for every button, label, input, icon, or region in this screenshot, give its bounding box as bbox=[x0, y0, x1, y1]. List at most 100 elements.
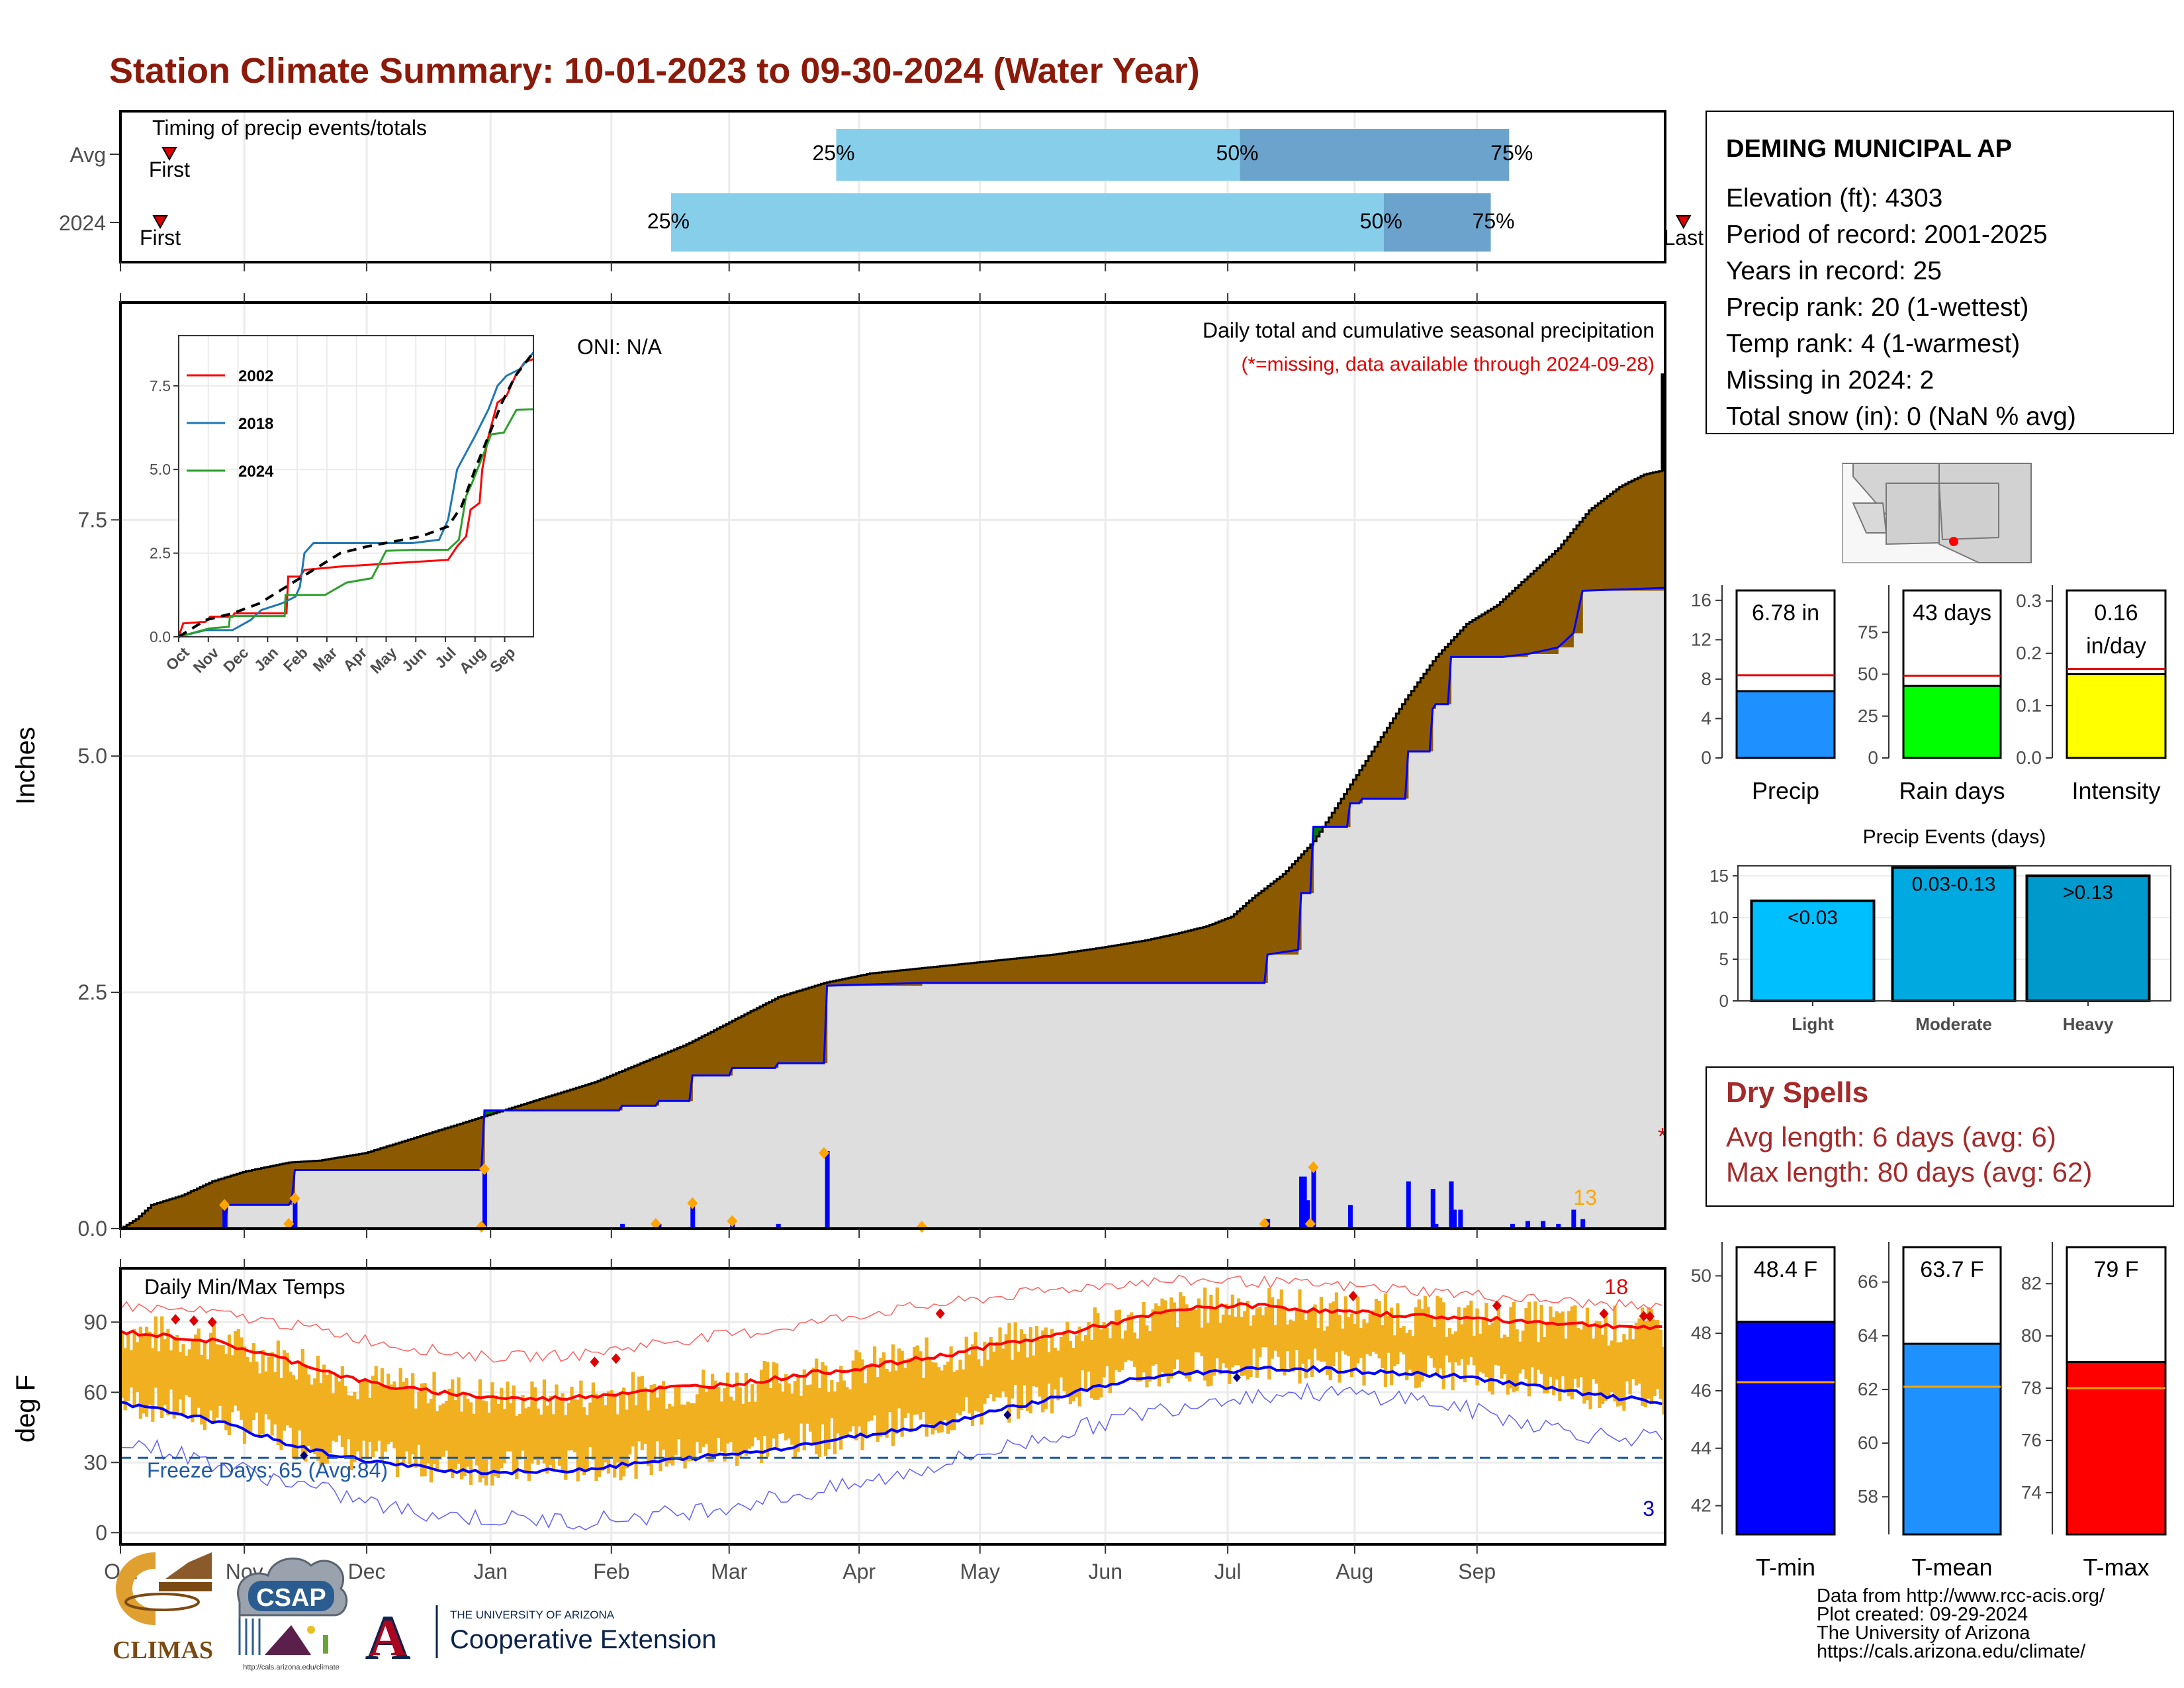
ua-logo-letter: A bbox=[365, 1602, 410, 1673]
temp-record-high-marker bbox=[935, 1308, 945, 1319]
timing-quartile-label: 50% bbox=[1216, 141, 1259, 165]
precip-daily-bar bbox=[1571, 1209, 1576, 1229]
stat-category-label: T-min bbox=[1756, 1554, 1815, 1581]
temp-record-high-marker bbox=[189, 1315, 199, 1327]
temp-record-low-marker bbox=[300, 1450, 308, 1460]
precip-y-tick-label: 7.5 bbox=[78, 508, 107, 532]
stat-y-tick-label: 66 bbox=[1858, 1272, 1878, 1292]
events-bar-label: <0.03 bbox=[1788, 907, 1838, 929]
stat-y-tick-label: 80 bbox=[2021, 1325, 2042, 1346]
temp-record-high-marker bbox=[1492, 1300, 1502, 1311]
precip-daily-bar bbox=[1299, 1176, 1304, 1229]
events-category-label: Heavy bbox=[2063, 1014, 2114, 1034]
temp-avg-min-line bbox=[120, 1364, 1662, 1476]
station-line: Period of record: 2001-2025 bbox=[1726, 220, 2048, 249]
precip-daily-bar bbox=[1449, 1181, 1454, 1229]
temp-record-low-marker bbox=[1003, 1410, 1012, 1420]
temp-frame bbox=[119, 1267, 1666, 1546]
stat-value-bar bbox=[2066, 673, 2167, 759]
timing-marker-label: First bbox=[140, 226, 181, 250]
ua-extension-name: Cooperative Extension bbox=[450, 1625, 716, 1654]
climas-logo-text: CLIMAS bbox=[113, 1636, 213, 1664]
inset-y-tick-label: 5.0 bbox=[150, 461, 171, 478]
station-name: DEMING MUNICIPAL AP bbox=[1726, 135, 2012, 163]
precip-event-marker bbox=[478, 1163, 490, 1176]
inset-legend-label: 2018 bbox=[238, 415, 273, 433]
svg-text:A: A bbox=[369, 1609, 406, 1666]
precip-y-tick-label: 5.0 bbox=[78, 744, 107, 768]
precip-subtitle: (*=missing, data available through 2024-… bbox=[1241, 353, 1655, 375]
temp-avg-max-line bbox=[120, 1302, 1662, 1402]
temp-record-min-line bbox=[120, 1382, 1662, 1530]
timing-marker bbox=[1676, 215, 1692, 230]
temp-record-max-line bbox=[120, 1274, 1662, 1363]
stat-y-tick-label: 50 bbox=[1858, 664, 1878, 684]
stat-value-label: in/day bbox=[2086, 633, 2146, 659]
stat-category-label: Rain days bbox=[1899, 777, 2005, 804]
month-label: Mar bbox=[711, 1560, 747, 1583]
precip-daily-bar bbox=[1525, 1221, 1531, 1229]
temp-record-high-marker bbox=[1599, 1308, 1609, 1319]
csap-url: http://cals.arizona.edu/climate bbox=[243, 1664, 340, 1671]
precip-daily-bar bbox=[1430, 1189, 1435, 1229]
station-line: Elevation (ft): 4303 bbox=[1726, 184, 1942, 212]
precip-daily-bar bbox=[482, 1169, 487, 1229]
stat-y-tick-label: 16 bbox=[1691, 590, 1711, 610]
month-label: Apr bbox=[842, 1560, 876, 1583]
climas-logo: CLIMAS bbox=[113, 1552, 213, 1664]
precip-daily-bar bbox=[1311, 1167, 1316, 1229]
credit-line: Plot created: 09-29-2024 bbox=[1817, 1604, 2028, 1625]
stat-y-tick-label: 4 bbox=[1701, 708, 1711, 728]
stat-y-tick-label: 78 bbox=[2021, 1378, 2042, 1398]
temp-title: Daily Min/Max Temps bbox=[144, 1275, 345, 1299]
precip-daily-bar bbox=[289, 1223, 295, 1229]
inset-y-tick-label: 2.5 bbox=[150, 545, 171, 562]
precip-y-axis-label: Inches bbox=[11, 727, 40, 805]
dry-spells-title: Dry Spells bbox=[1726, 1076, 1868, 1109]
station-line: Years in record: 25 bbox=[1726, 257, 1942, 285]
timing-marker-label: Last bbox=[1663, 226, 1704, 250]
page-title: Station Climate Summary: 10-01-2023 to 0… bbox=[109, 51, 1200, 91]
timing-quartile-label: 50% bbox=[1360, 209, 1402, 233]
stat-y-tick-label: 46 bbox=[1691, 1380, 1711, 1401]
precip-frame bbox=[119, 301, 1666, 1230]
precip-event-marker bbox=[283, 1217, 295, 1230]
precip-2024-area bbox=[120, 588, 1665, 1229]
events-y-tick-label: 15 bbox=[1709, 866, 1729, 886]
temp-y-axis-label: deg F bbox=[11, 1375, 40, 1442]
stat-value-bar bbox=[1735, 690, 1836, 759]
stat-y-tick-label: 82 bbox=[2021, 1273, 2042, 1293]
stat-value-label: 79 F bbox=[2093, 1257, 2138, 1282]
stat-category-label: T-max bbox=[2083, 1554, 2149, 1581]
stat-value-bar bbox=[1902, 1342, 2002, 1536]
temp-record-high-marker bbox=[1639, 1311, 1649, 1322]
month-label: Jun bbox=[1088, 1560, 1122, 1583]
temp-y-tick-label: 0 bbox=[95, 1521, 107, 1544]
stat-y-tick-label: 48 bbox=[1691, 1323, 1711, 1343]
events-category-label: Light bbox=[1792, 1014, 1834, 1034]
station-line: Temp rank: 4 (1-warmest) bbox=[1726, 330, 2020, 358]
timing-row-label: 2024 bbox=[59, 211, 106, 235]
temp-daily-range-bars bbox=[120, 1287, 1666, 1486]
stat-value-label: 63.7 F bbox=[1920, 1257, 1983, 1282]
csap-logo-text: CSAP bbox=[256, 1584, 326, 1612]
station-line: Total snow (in): 0 (NaN % avg) bbox=[1726, 402, 2076, 431]
stat-category-label: T-mean bbox=[1911, 1554, 1992, 1581]
stat-y-tick-label: 0.1 bbox=[2016, 695, 2042, 716]
precip-daily-bar bbox=[619, 1223, 625, 1229]
temp-y-tick-label: 90 bbox=[83, 1310, 107, 1334]
stat-value-label: 43 days bbox=[1913, 600, 1991, 626]
timing-bar-25-50 bbox=[670, 193, 1384, 252]
temp-record-low-marker bbox=[1232, 1372, 1241, 1382]
precip-daily-bar bbox=[1305, 1200, 1310, 1229]
precip-daily-bar bbox=[1406, 1181, 1411, 1229]
stat-intensity-chart: 0.16 in/day 0.0 0.1 0.2 0.3 Intensity bbox=[2016, 585, 2167, 804]
station-line: Precip rank: 20 (1-wettest) bbox=[1726, 293, 2028, 322]
stat-y-tick-label: 62 bbox=[1858, 1379, 1878, 1399]
stat-y-tick-label: 64 bbox=[1858, 1325, 1878, 1346]
timing-marker bbox=[152, 215, 168, 230]
precip-y-tick-label: 2.5 bbox=[78, 980, 107, 1004]
dry-spells-max: Max length: 80 days (avg: 62) bbox=[1726, 1156, 2092, 1188]
timing-title: Timing of precip events/totals bbox=[152, 116, 427, 140]
events-y-tick-label: 10 bbox=[1709, 908, 1729, 927]
